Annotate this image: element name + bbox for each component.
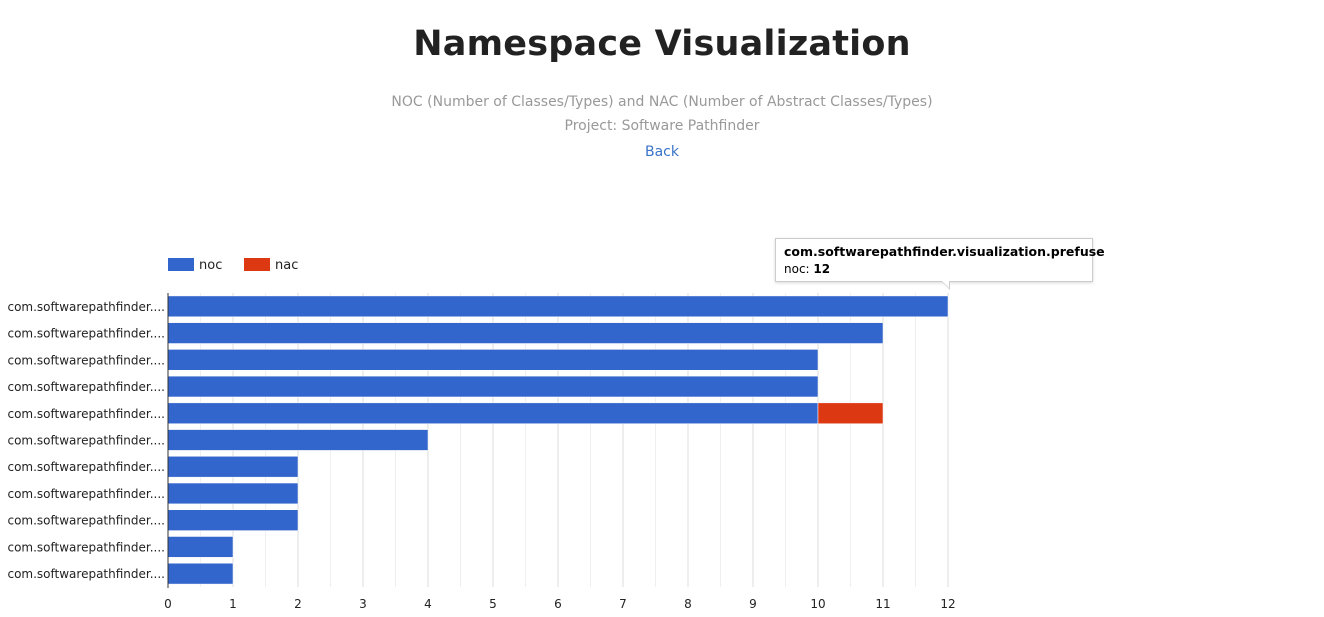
bar-noc[interactable] — [167, 482, 299, 505]
subtitle-metrics: NOC (Number of Classes/Types) and NAC (N… — [391, 94, 933, 110]
page-title: Namespace Visualization — [413, 24, 911, 64]
subtitle-project: Project: Software Pathfinder — [564, 118, 760, 134]
x-tick-label: 3 — [359, 597, 367, 611]
tooltip-arrow-inner — [941, 280, 949, 288]
category-label: com.softwarepathfinder.... — [7, 407, 165, 421]
bar-noc[interactable] — [167, 509, 299, 531]
tooltip-title: com.softwarepathfinder.visualization.pre… — [784, 244, 1105, 259]
bar-noc[interactable] — [167, 536, 234, 558]
x-tick-label: 8 — [684, 597, 692, 611]
bar-noc[interactable] — [167, 562, 234, 585]
category-label: com.softwarepathfinder.... — [7, 514, 165, 528]
x-tick-label: 4 — [424, 597, 432, 611]
x-tick-label: 2 — [294, 597, 302, 611]
bar-nac[interactable] — [817, 402, 884, 424]
category-label: com.softwarepathfinder.... — [7, 380, 165, 394]
x-tick-label: 6 — [554, 597, 562, 611]
back-link-wrapper: Back — [0, 144, 1324, 160]
category-label: com.softwarepathfinder.... — [7, 434, 165, 448]
bar-noc[interactable] — [167, 429, 429, 451]
page-subtitle: NOC (Number of Classes/Types) and NAC (N… — [0, 90, 1324, 138]
category-label: com.softwarepathfinder.... — [7, 353, 165, 367]
x-tick-label: 5 — [489, 597, 497, 611]
category-label: com.softwarepathfinder.... — [7, 327, 165, 341]
x-tick-label: 9 — [749, 597, 757, 611]
tooltip-value: 12 — [813, 262, 831, 276]
tooltip-line: noc: 12 — [784, 262, 1084, 276]
x-tick-label: 10 — [810, 597, 825, 611]
legend-label-nac: nac — [275, 258, 298, 273]
bar-noc[interactable] — [167, 375, 819, 398]
x-tick-label: 12 — [940, 597, 955, 611]
legend-swatch-nac — [244, 258, 270, 271]
category-label: com.softwarepathfinder.... — [7, 540, 165, 554]
legend-swatch-noc — [168, 258, 194, 271]
bar-noc[interactable] — [167, 322, 884, 344]
category-label: com.softwarepathfinder.... — [7, 567, 165, 581]
bar-noc[interactable] — [167, 402, 819, 424]
bar-noc[interactable] — [167, 349, 819, 371]
legend-label-noc: noc — [199, 258, 222, 273]
x-tick-label: 0 — [164, 597, 172, 611]
x-tick-label: 1 — [229, 597, 237, 611]
x-tick-label: 11 — [875, 597, 890, 611]
bar-noc[interactable] — [167, 295, 949, 318]
category-label: com.softwarepathfinder.... — [7, 460, 165, 474]
back-link[interactable]: Back — [645, 144, 679, 160]
bar-noc[interactable] — [167, 456, 299, 478]
x-tick-label: 7 — [619, 597, 627, 611]
category-label: com.softwarepathfinder.... — [7, 300, 165, 314]
category-label: com.softwarepathfinder.... — [7, 487, 165, 501]
chart-tooltip: com.softwarepathfinder.visualization.pre… — [775, 238, 1105, 290]
tooltip-series-label: noc: — [784, 262, 810, 276]
